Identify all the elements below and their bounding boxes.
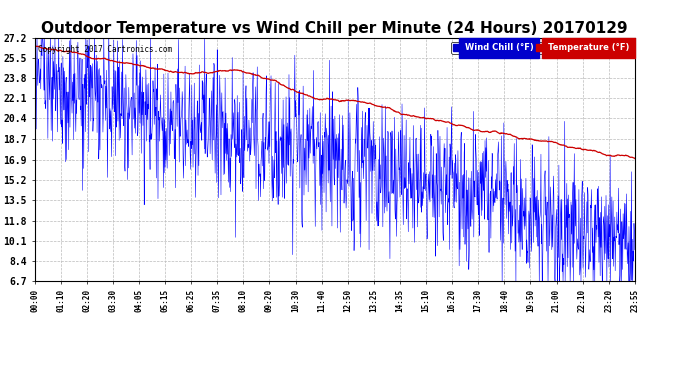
Title: Outdoor Temperature vs Wind Chill per Minute (24 Hours) 20170129: Outdoor Temperature vs Wind Chill per Mi… [41,21,628,36]
Text: Copyright 2017 Cartronics.com: Copyright 2017 Cartronics.com [37,45,172,54]
Legend: Wind Chill (°F), Temperature (°F): Wind Chill (°F), Temperature (°F) [451,42,631,54]
